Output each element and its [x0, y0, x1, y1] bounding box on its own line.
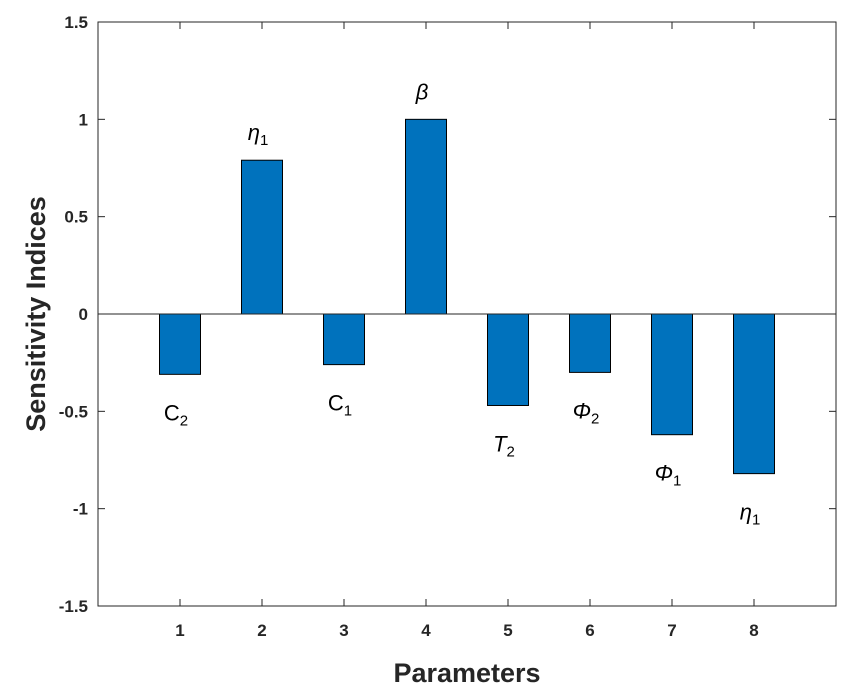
bar-4 [405, 118, 447, 315]
y-tick-label: 1 [79, 110, 88, 129]
x-tick-label: 4 [421, 621, 431, 640]
bar-label-7: Φ1 [655, 461, 682, 490]
bar-6 [569, 313, 611, 373]
y-tick-label: -0.5 [59, 402, 88, 421]
bar-label-1: C2 [164, 400, 188, 429]
bar-2 [241, 159, 283, 315]
x-axis-title: Parameters [393, 658, 540, 688]
y-tick-label: 0.5 [64, 208, 88, 227]
bar-label-8: η1 [740, 500, 761, 529]
bar-label-4: β [415, 79, 429, 104]
bar-label-2: η1 [248, 120, 269, 149]
y-axis-ticks: -1.5 -1 -0.5 0 0.5 1 1.5 [59, 13, 836, 616]
bar-8 [733, 313, 775, 475]
y-tick-label: 1.5 [64, 13, 88, 32]
y-tick-label: -1.5 [59, 597, 88, 616]
x-tick-label: 7 [667, 621, 676, 640]
y-tick-label: 0 [79, 305, 88, 324]
bar-7 [651, 313, 693, 436]
x-tick-label: 2 [257, 621, 266, 640]
bar-3 [323, 313, 365, 366]
bar-1 [159, 313, 201, 375]
x-axis-ticks: 1 2 3 4 5 6 7 8 [175, 22, 759, 640]
bar-label-3: C1 [328, 391, 352, 420]
y-axis-title: Sensitivity Indices [21, 196, 51, 432]
bar-annotations: C2 η1 C1 β T2 Φ2 Φ1 η1 [164, 79, 760, 528]
x-tick-label: 8 [749, 621, 758, 640]
y-tick-label: -1 [73, 500, 88, 519]
bar-label-6: Φ2 [573, 398, 600, 427]
x-tick-label: 6 [585, 621, 594, 640]
bar-5 [487, 313, 529, 406]
x-tick-label: 5 [503, 621, 512, 640]
bars-group [159, 118, 775, 475]
x-tick-label: 3 [339, 621, 348, 640]
x-tick-label: 1 [175, 621, 184, 640]
bar-label-5: T2 [493, 431, 515, 460]
